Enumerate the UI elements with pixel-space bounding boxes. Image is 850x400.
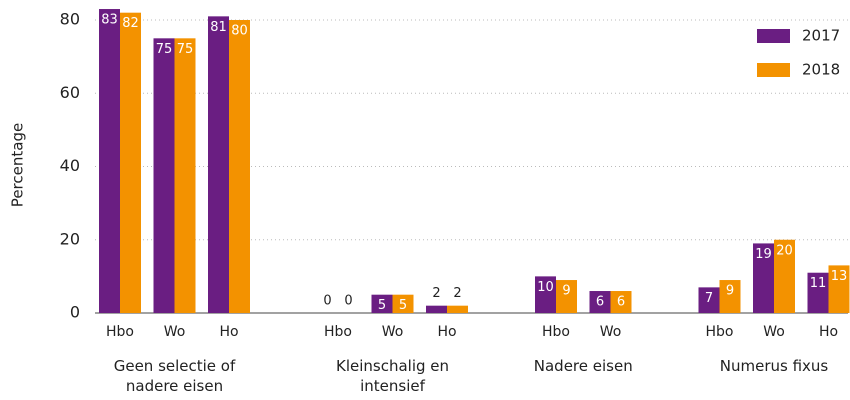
data-label: 5 <box>399 298 407 313</box>
data-label: 9 <box>562 284 570 299</box>
x-tick-label: Wo <box>600 324 622 340</box>
bar <box>120 12 141 313</box>
bar <box>753 243 774 313</box>
data-label: 75 <box>177 42 194 57</box>
group-label: Kleinschalig en intensief <box>335 357 450 395</box>
data-label: 0 <box>344 294 352 309</box>
bar <box>208 16 229 313</box>
data-label: 2 <box>453 286 461 301</box>
legend-swatch <box>757 63 790 77</box>
data-label: 82 <box>122 16 139 31</box>
data-label: 13 <box>831 269 848 284</box>
data-label: 6 <box>596 295 604 310</box>
data-label: 83 <box>101 13 118 28</box>
group-label: Numerus fixus <box>719 357 829 375</box>
bar <box>807 272 829 313</box>
data-label: 81 <box>210 20 227 35</box>
bar <box>447 305 468 313</box>
bar <box>828 265 850 313</box>
x-tick-label: Ho <box>819 324 838 340</box>
x-tick-label: Hbo <box>324 324 352 340</box>
y-tick-label: 80 <box>60 10 80 29</box>
bar <box>698 287 720 313</box>
data-label: 20 <box>776 243 793 258</box>
bar <box>556 280 577 313</box>
bar <box>719 280 741 313</box>
x-tick-label: Ho <box>219 324 238 340</box>
y-tick-label: 0 <box>70 303 80 322</box>
data-label: 5 <box>378 298 386 313</box>
x-tick-label: Hbo <box>106 324 134 340</box>
data-label: 10 <box>537 280 554 295</box>
bar <box>229 20 250 313</box>
data-label: 7 <box>705 291 713 306</box>
x-tick-label: Wo <box>763 324 785 340</box>
y-tick-label: 60 <box>60 83 80 102</box>
bar <box>610 291 632 313</box>
group-label: Geen selectie of nadere eisen <box>113 357 236 395</box>
data-label: 2 <box>432 286 440 301</box>
bar <box>392 294 414 313</box>
bar <box>426 305 447 313</box>
y-axis-label: Percentage <box>9 123 27 207</box>
y-tick-label: 20 <box>60 229 80 248</box>
legend-swatch <box>757 29 790 43</box>
x-tick-label: Wo <box>382 324 404 340</box>
x-tick-label: Hbo <box>706 324 734 340</box>
bar <box>774 239 795 313</box>
bar <box>99 9 120 313</box>
bar <box>371 294 393 313</box>
data-label: 11 <box>810 276 827 291</box>
data-label: 9 <box>726 284 734 299</box>
x-tick-label: Hbo <box>542 324 570 340</box>
bar <box>535 276 556 313</box>
data-label: 0 <box>323 294 331 309</box>
data-label: 19 <box>755 247 772 262</box>
bar <box>153 38 175 314</box>
bar <box>174 38 196 314</box>
bar <box>589 291 611 313</box>
data-label: 6 <box>617 295 625 310</box>
legend-label: 2018 <box>802 61 840 79</box>
x-tick-label: Ho <box>437 324 456 340</box>
data-label: 75 <box>156 42 173 57</box>
data-label: 80 <box>231 24 248 39</box>
legend-label: 2017 <box>802 27 840 45</box>
group-label: Nadere eisen <box>533 357 633 375</box>
x-tick-label: Wo <box>164 324 186 340</box>
y-tick-label: 40 <box>60 156 80 175</box>
